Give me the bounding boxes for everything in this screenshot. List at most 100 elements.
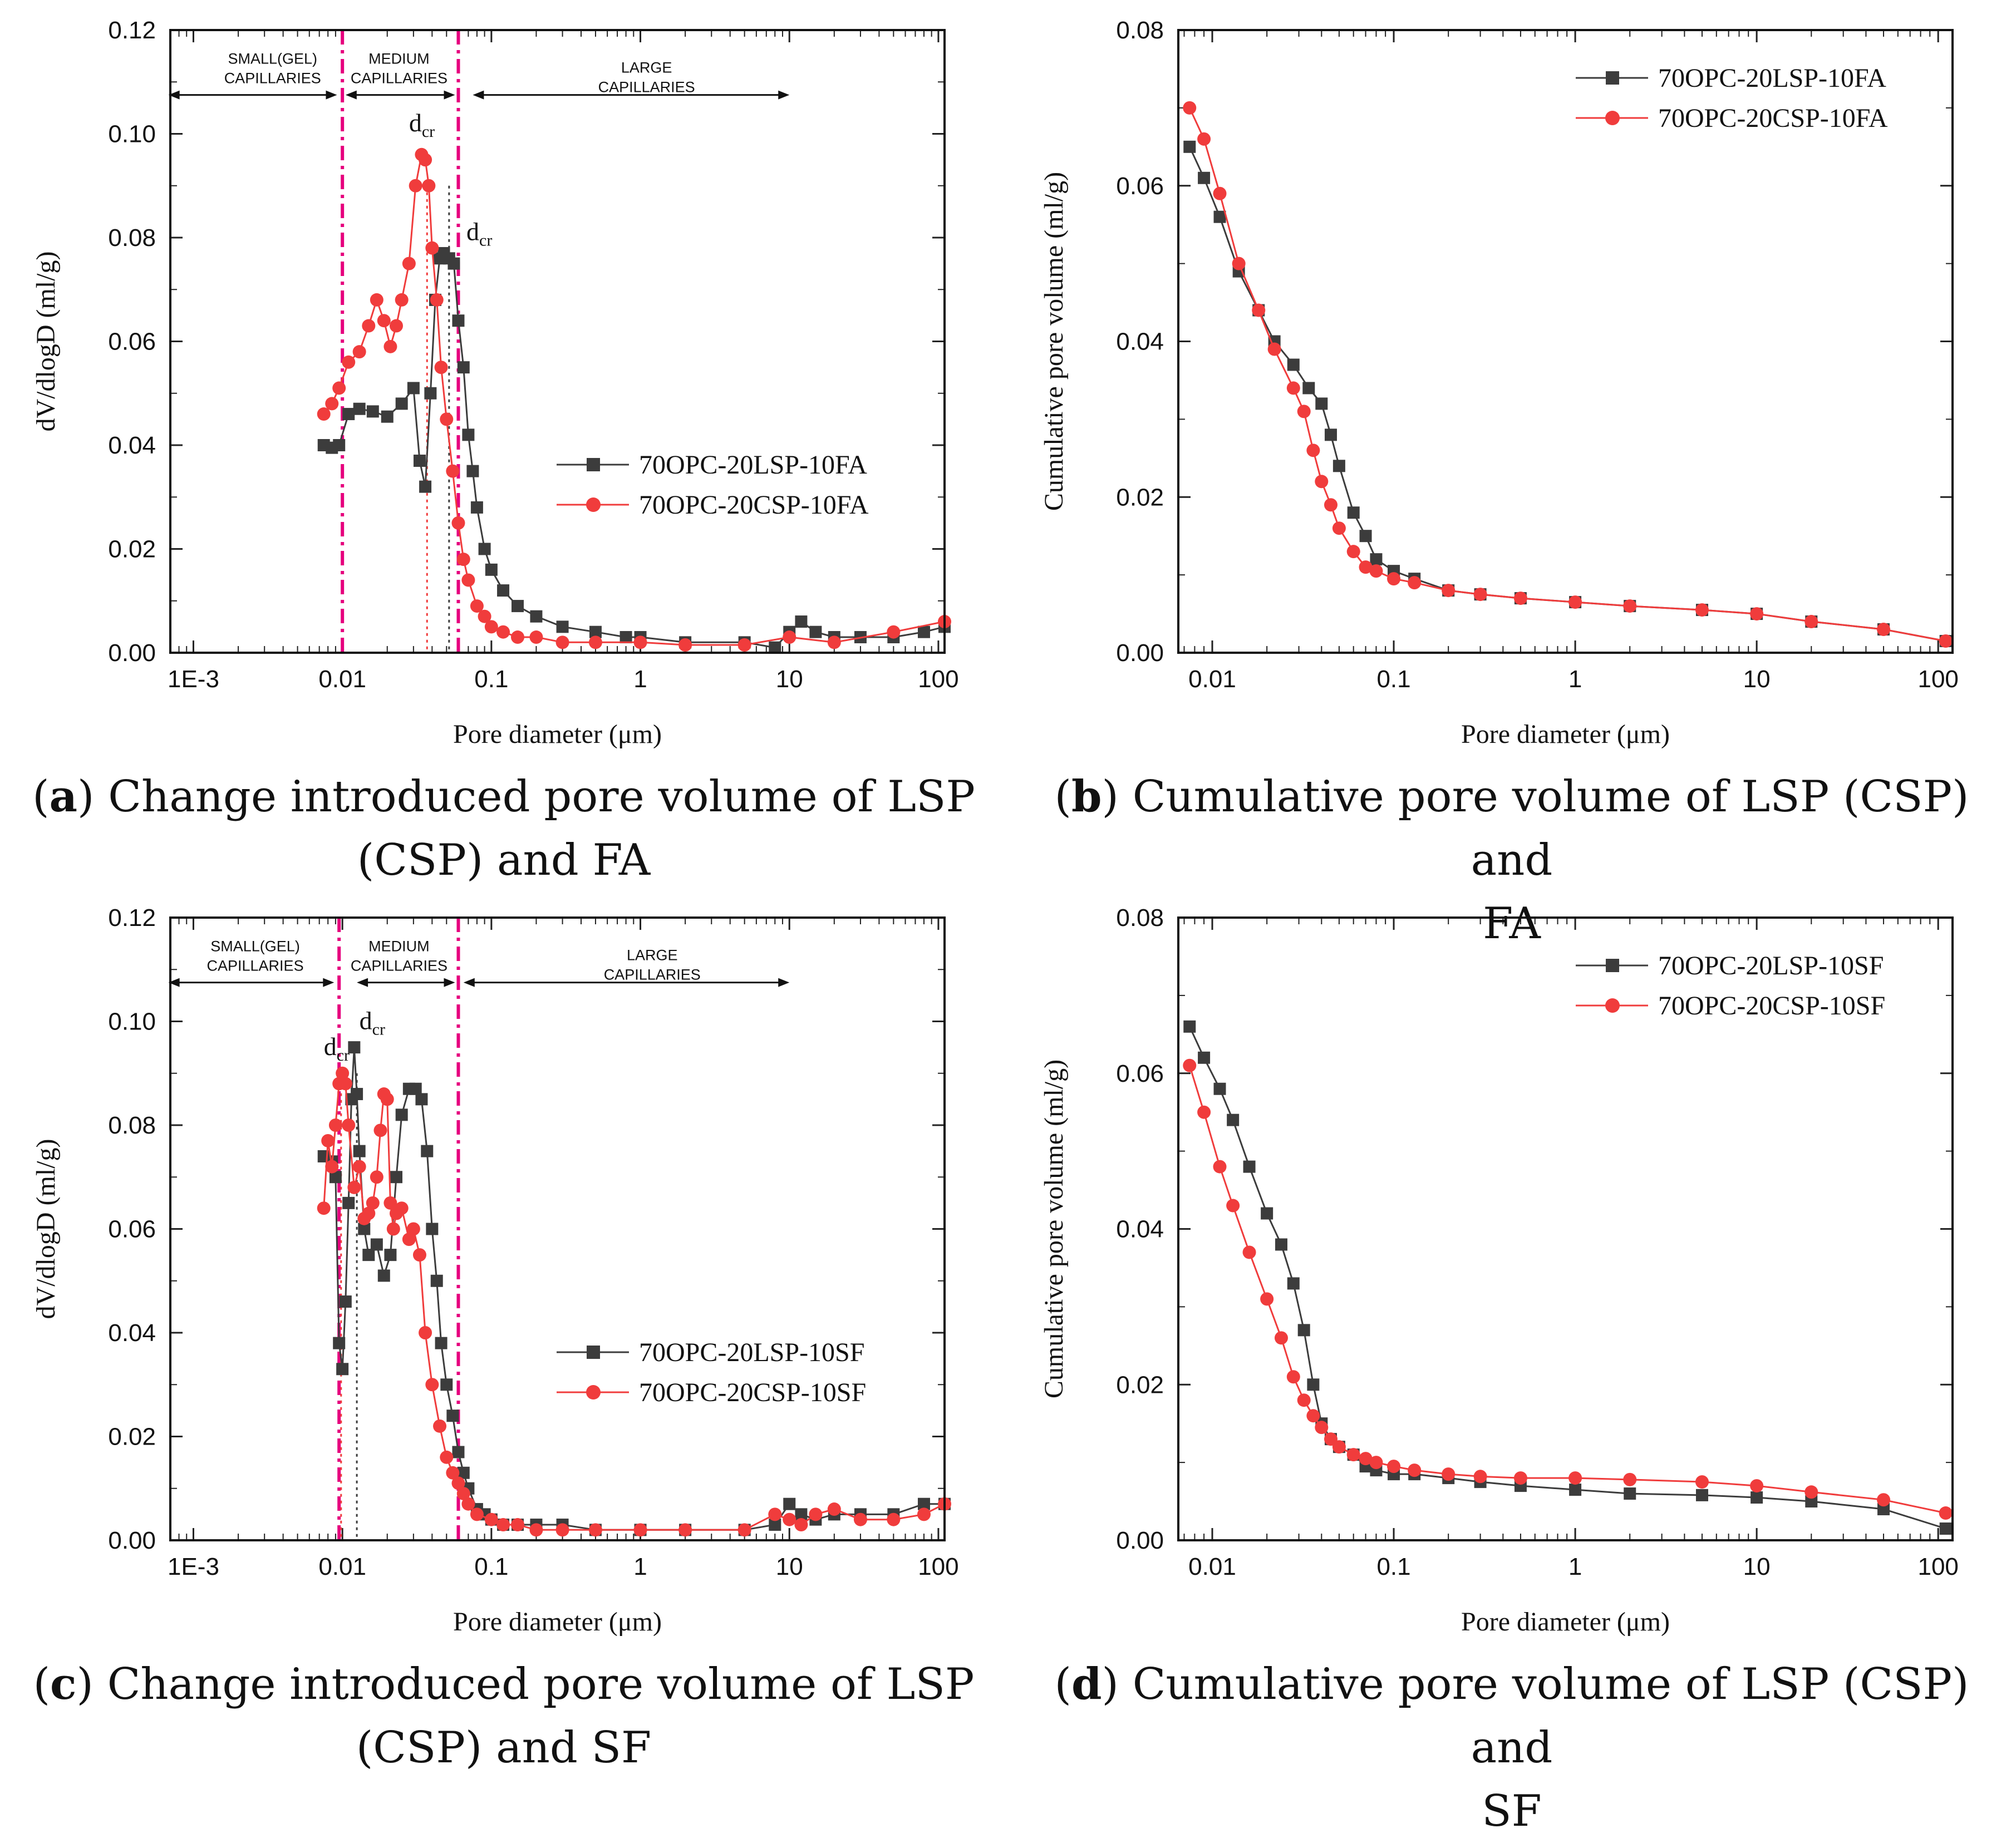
data-point: [1877, 1493, 1891, 1507]
data-point: [440, 1378, 453, 1391]
data-point: [377, 1269, 390, 1282]
data-point: [1213, 1082, 1226, 1095]
data-point: [484, 1512, 498, 1526]
data-point: [678, 1523, 692, 1537]
data-point: [406, 1222, 420, 1236]
data-point: [917, 1497, 930, 1510]
data-point: [1307, 1378, 1320, 1391]
data-point: [362, 1206, 376, 1220]
data-point: [1183, 140, 1196, 153]
x-tick-label: 100: [918, 666, 958, 693]
data-point: [329, 1171, 342, 1184]
data-point: [1302, 382, 1315, 395]
chart-a: 1E-3 0.01 0.1 1 10 100 0.00 0.02 0.04 0.06 0.08 0.1…: [31, 17, 959, 749]
data-point: [358, 1223, 371, 1235]
data-point: [440, 1450, 454, 1464]
data-point: [589, 625, 602, 638]
x-tick-label: 1: [633, 1553, 647, 1580]
data-point: [1623, 599, 1637, 613]
data-point: [353, 402, 366, 415]
y-axis-label: Cumulative pore volume (ml/g): [1039, 172, 1069, 511]
data-point: [1695, 1489, 1708, 1501]
legend-label: 70OPC-20CSP-10SF: [1658, 991, 1885, 1021]
data-point: [1315, 1421, 1329, 1435]
region-label: CAPILLARIES: [351, 70, 448, 87]
data-point: [362, 1249, 375, 1261]
data-point: [434, 361, 448, 374]
data-point: [1243, 1160, 1256, 1173]
data-point: [768, 1507, 782, 1521]
data-point: [1332, 460, 1345, 472]
data-point: [342, 355, 356, 369]
data-point: [1227, 1113, 1240, 1126]
data-point: [1315, 397, 1328, 410]
y-tick-label: 0.08: [108, 1112, 156, 1139]
data-point: [588, 1523, 602, 1537]
minor-ticks: [178, 918, 932, 1540]
series-70OPC-20LSP-10SF: [317, 1041, 951, 1536]
legend-marker: [1606, 71, 1619, 85]
region-label: CAPILLARIES: [351, 958, 448, 974]
y-tick-label: 0.04: [1116, 328, 1164, 356]
legend-label: 70OPC-20CSP-10SF: [639, 1378, 866, 1407]
data-point: [1213, 186, 1227, 200]
data-point: [370, 1170, 383, 1184]
data-point: [1324, 428, 1337, 441]
data-point: [466, 465, 479, 477]
region-label: CAPILLARIES: [207, 958, 304, 974]
data-point: [448, 257, 460, 270]
data-point: [496, 625, 510, 639]
data-point: [336, 1363, 349, 1376]
data-point: [783, 1512, 796, 1526]
y-axis-label: dV/dlogD (ml/g): [31, 252, 61, 432]
data-point: [917, 1507, 931, 1521]
legend-marker: [587, 1346, 600, 1359]
plot-frame: [169, 916, 946, 1541]
caption-d-line2: SF: [1482, 1786, 1542, 1836]
region-label: SMALL(GEL): [228, 51, 317, 67]
data-point: [422, 179, 436, 193]
data-point: [1751, 1491, 1763, 1504]
data-point: [887, 625, 901, 639]
data-point: [1183, 1058, 1197, 1072]
data-point: [529, 1523, 543, 1537]
data-point: [556, 620, 569, 633]
data-point: [470, 599, 484, 613]
data-point: [1473, 1470, 1487, 1484]
data-point: [555, 635, 569, 649]
data-point: [1286, 381, 1300, 395]
data-point: [425, 1378, 439, 1392]
series-70OPC-20CSP-10SF: [317, 1066, 951, 1537]
caption-b-line1: ) Cumulative pore volume of LSP (CSP) an…: [1102, 772, 1969, 885]
chart-d: 0.01 0.1 1 10 100 0.00 0.02 0.04 0.06 0.08 Pore di…: [1039, 904, 1959, 1637]
caption-d-letter: d: [1071, 1659, 1102, 1709]
dcr-label: dcr: [360, 1006, 385, 1038]
data-point: [338, 1077, 352, 1091]
region-label: CAPILLARIES: [224, 70, 321, 87]
data-point: [1624, 1487, 1636, 1500]
data-point: [336, 1066, 350, 1080]
data-point: [530, 610, 543, 623]
y-tick-label: 0.04: [1116, 1216, 1164, 1243]
x-tick-label: 1: [1568, 666, 1582, 693]
legend-label: 70OPC-20LSP-10FA: [1658, 63, 1886, 93]
data-point: [484, 620, 498, 634]
data-point: [809, 625, 822, 638]
y-tick-label: 0.06: [1116, 173, 1164, 200]
data-point: [446, 464, 460, 478]
dcr-label: dcr: [324, 1032, 350, 1065]
data-point: [395, 1201, 409, 1215]
y-tick-label: 0.12: [108, 904, 156, 932]
data-point: [478, 543, 491, 555]
legend-label: 70OPC-20CSP-10FA: [1658, 104, 1888, 133]
legend-marker: [587, 458, 600, 471]
series-70OPC-20CSP-10SF: [1183, 1058, 1953, 1520]
data-point: [827, 1502, 841, 1516]
y-tick-label: 0.00: [108, 639, 156, 667]
data-point: [352, 1160, 366, 1174]
data-point: [1695, 603, 1709, 617]
data-point: [478, 609, 491, 623]
data-point: [1387, 1460, 1401, 1474]
data-point: [1346, 1448, 1360, 1462]
x-tick-label: 0.01: [1188, 1553, 1236, 1580]
